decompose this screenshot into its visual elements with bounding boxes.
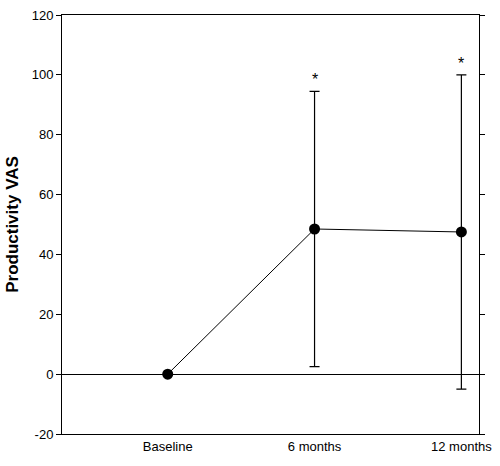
svg-text:120: 120 [32,8,54,23]
svg-text:20: 20 [39,307,53,322]
svg-text:*: * [458,55,464,72]
svg-text:*: * [312,71,318,88]
svg-text:40: 40 [39,247,53,262]
svg-text:-20: -20 [35,427,54,442]
svg-text:80: 80 [39,127,53,142]
svg-text:100: 100 [32,67,54,82]
svg-text:6 months: 6 months [288,439,342,454]
svg-text:Baseline: Baseline [143,439,193,454]
svg-text:0: 0 [46,367,53,382]
svg-text:60: 60 [39,187,53,202]
svg-text:Productivity VAS: Productivity VAS [3,156,22,293]
svg-text:12 months: 12 months [431,439,492,454]
